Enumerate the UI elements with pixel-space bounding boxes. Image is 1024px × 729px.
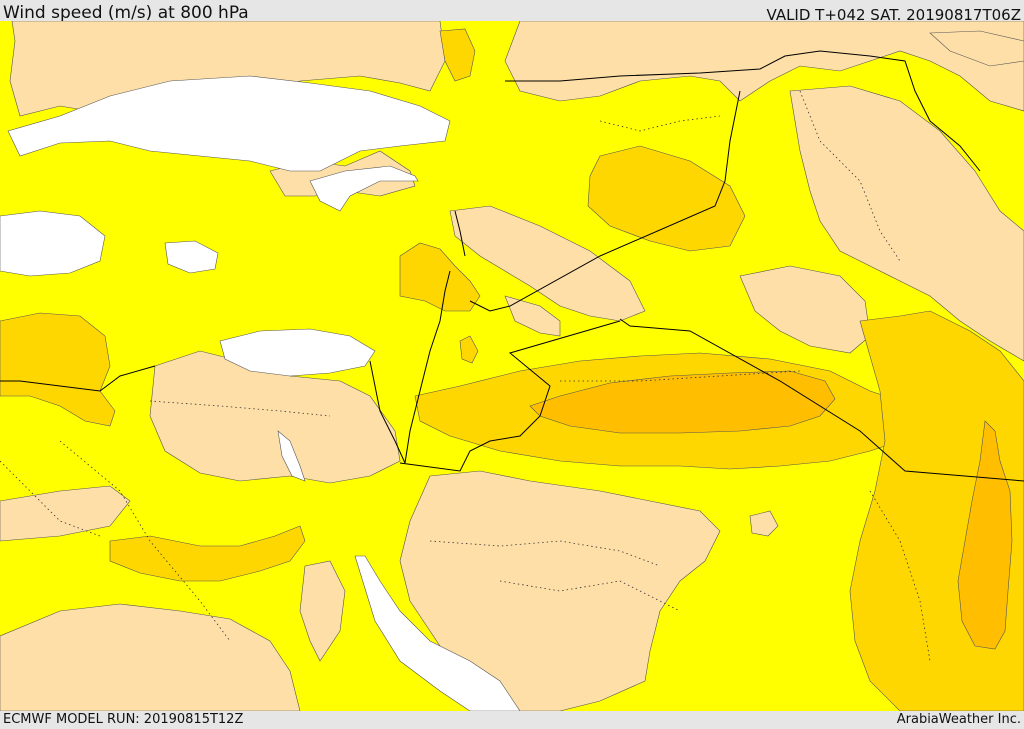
light-wind-areas	[0, 21, 1024, 711]
calm-wind-areas	[0, 75, 521, 711]
strong-wind-areas	[529, 370, 1013, 650]
province-borders	[0, 90, 931, 662]
credit: ArabiaWeather Inc.	[896, 712, 1021, 727]
country-borders	[0, 50, 1024, 482]
model-run: ECMWF MODEL RUN: 20190815T12Z	[3, 712, 244, 727]
wind-speed-map	[0, 21, 1024, 711]
map-title: Wind speed (m/s) at 800 hPa	[3, 3, 249, 23]
valid-time: VALID T+042 SAT. 20190817T06Z	[766, 6, 1021, 24]
